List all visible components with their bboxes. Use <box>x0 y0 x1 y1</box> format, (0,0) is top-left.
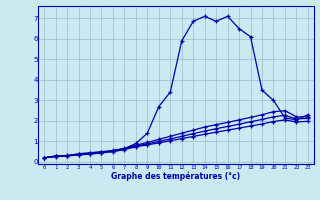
X-axis label: Graphe des températures (°c): Graphe des températures (°c) <box>111 171 241 181</box>
